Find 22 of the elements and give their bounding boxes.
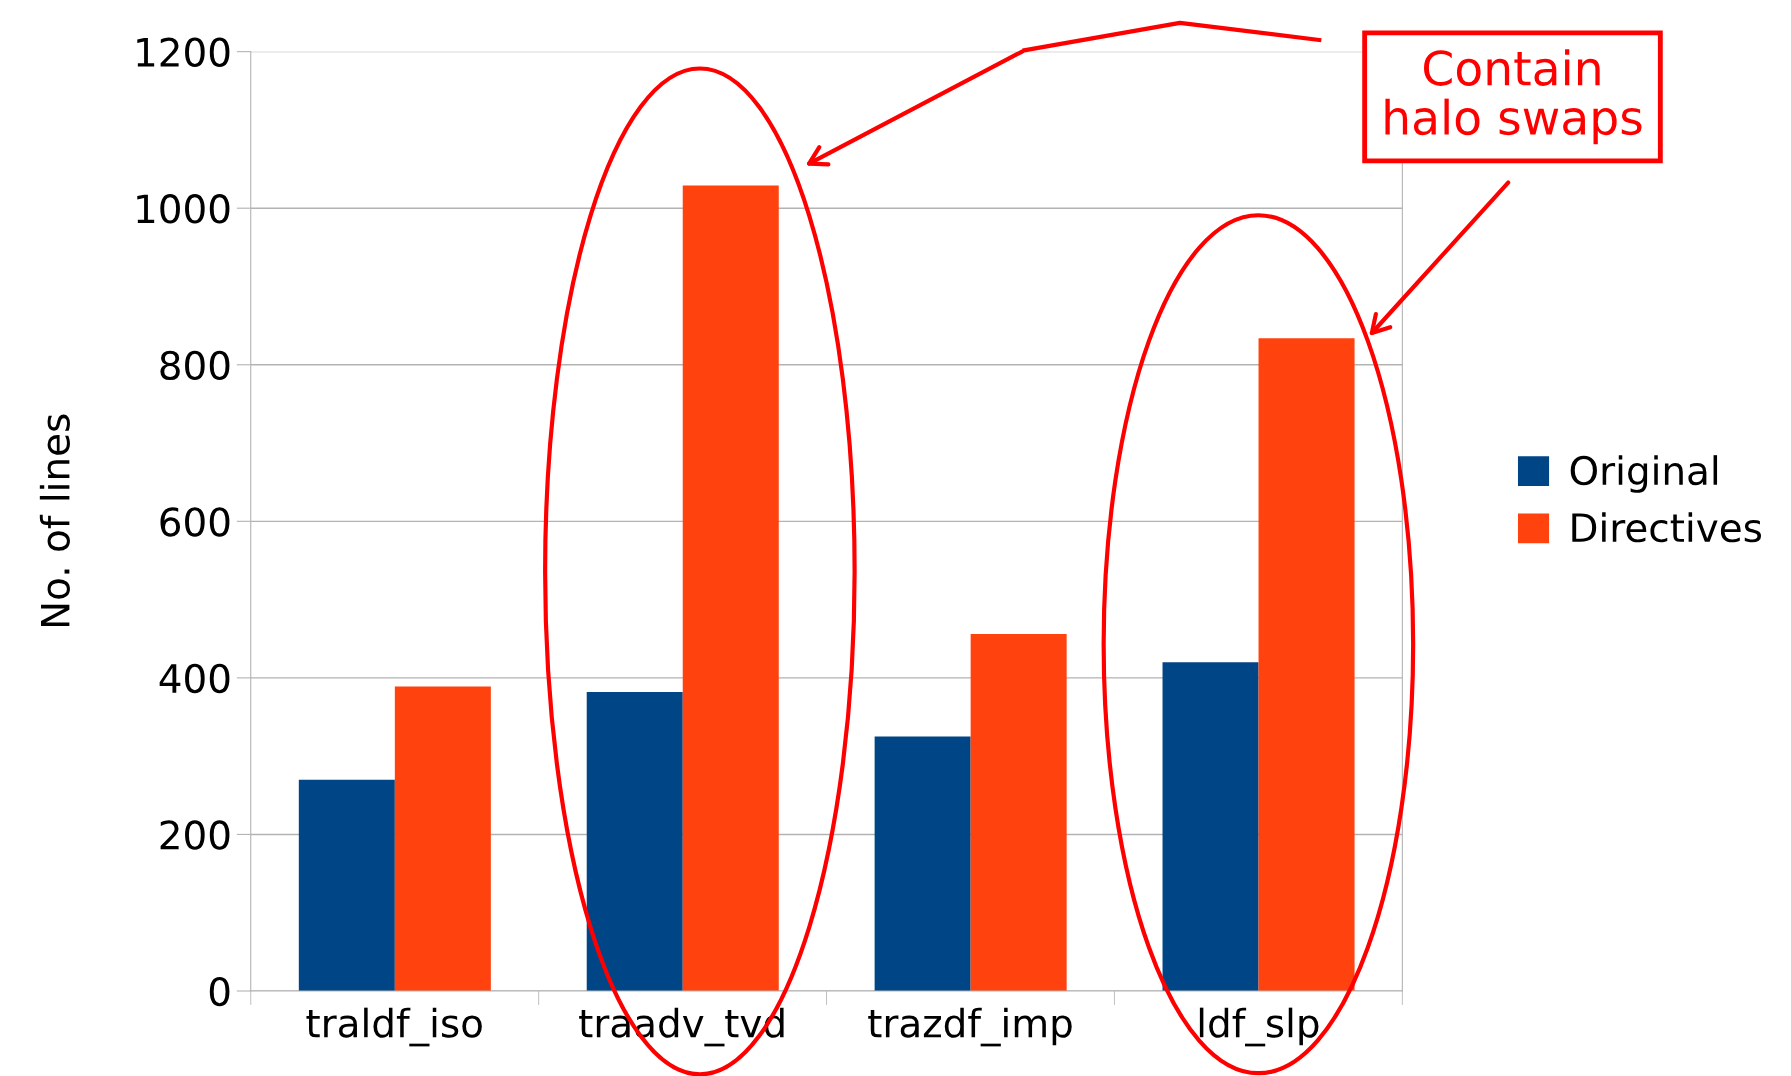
annotation: Contain halo swaps	[1385, 49, 1642, 145]
bar	[682, 185, 779, 991]
y-tick-label: 800	[160, 350, 230, 381]
bar	[394, 686, 491, 991]
y-tick-label: 1000	[137, 194, 230, 224]
bar	[298, 779, 395, 991]
y-tick-label: 400	[159, 663, 230, 694]
x-tick-label: trazdf_imp	[868, 1007, 1072, 1047]
legend-label: Directives	[1572, 512, 1762, 543]
y-tick-label: 0	[209, 976, 230, 1007]
legend-label: Original	[1570, 455, 1718, 493]
bar	[586, 691, 683, 991]
x-tick-label: ldf_slp	[1199, 1007, 1319, 1047]
bar	[1258, 338, 1355, 991]
y-tick-label: 200	[160, 820, 230, 850]
bar	[970, 634, 1067, 991]
bar	[1162, 662, 1259, 991]
x-tick-label: traldf_iso	[306, 1007, 482, 1047]
bar	[874, 736, 971, 991]
y-tick-label: 1200	[137, 37, 230, 67]
y-axis-title: No. of lines	[39, 414, 70, 627]
y-tick-label: 600	[160, 507, 230, 537]
